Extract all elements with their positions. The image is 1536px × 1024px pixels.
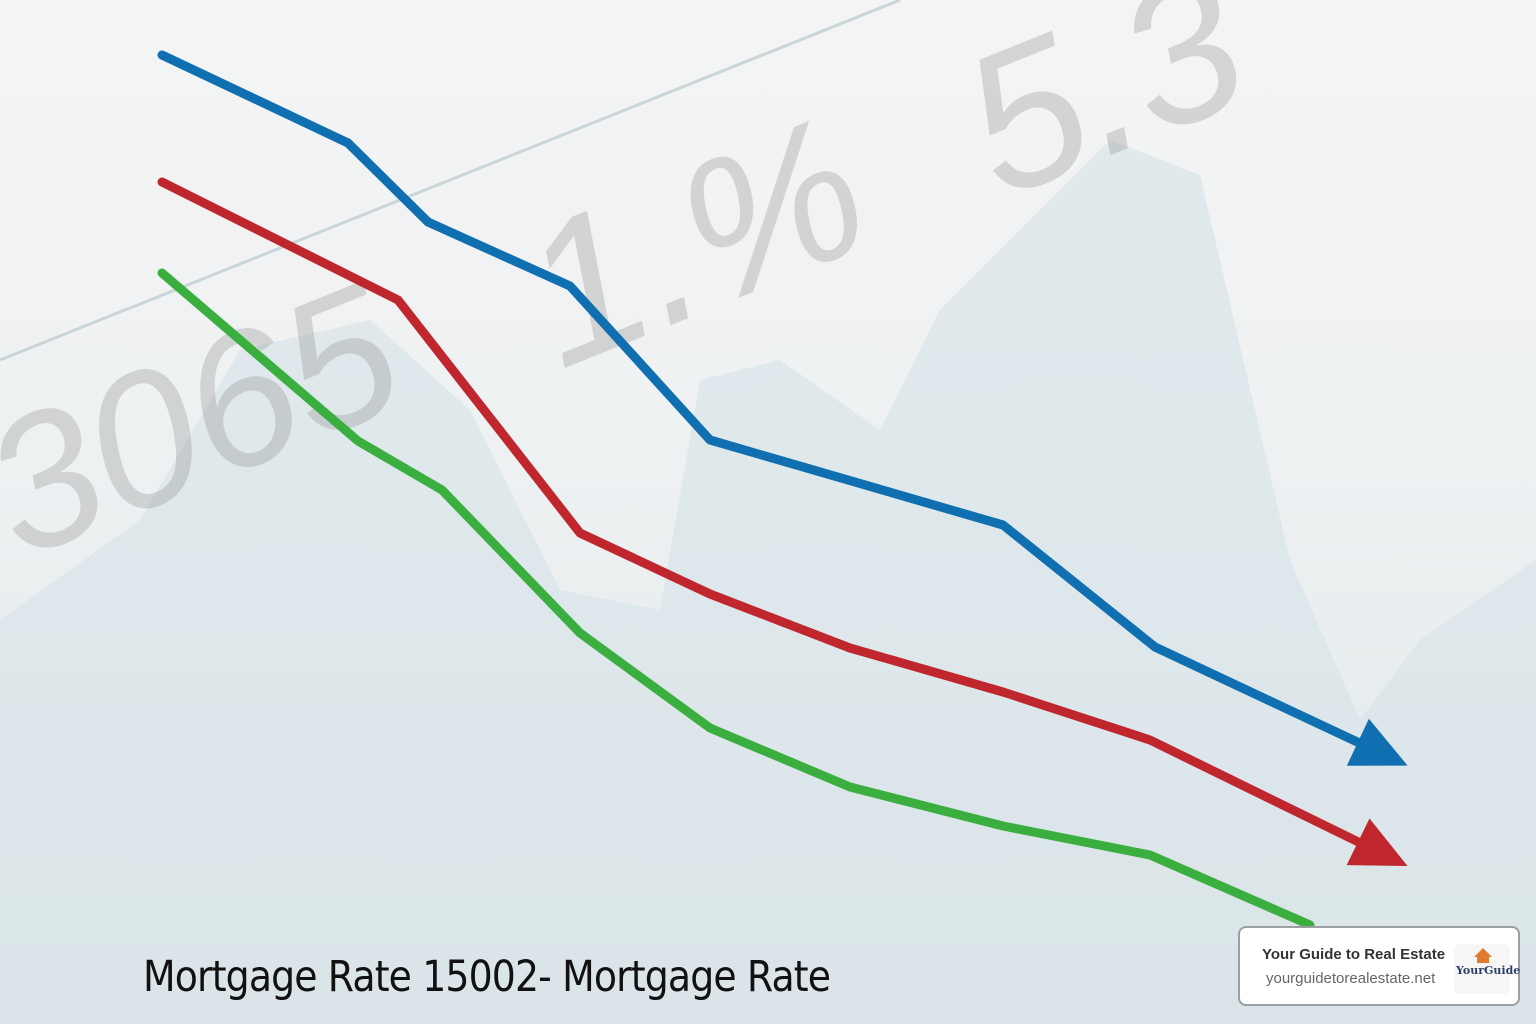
series-blue-arrow-icon [1346, 718, 1408, 766]
badge-title: Your Guide to Real Estate [1262, 946, 1446, 963]
badge-url[interactable]: yourguidetorealestate.net [1266, 970, 1436, 987]
chart-caption: Mortgage Rate 15002- Mortgage Rate [143, 952, 831, 1002]
series-red-arrow-icon [1346, 818, 1408, 866]
house-logo-icon: YourGuide [1454, 944, 1520, 994]
brand-badge[interactable]: Your Guide to Real Estate yourguidetorea… [1238, 926, 1520, 1006]
series-blue-line [157, 50, 1390, 760]
series-green-line [157, 268, 1315, 930]
series-red-line [157, 177, 1390, 860]
